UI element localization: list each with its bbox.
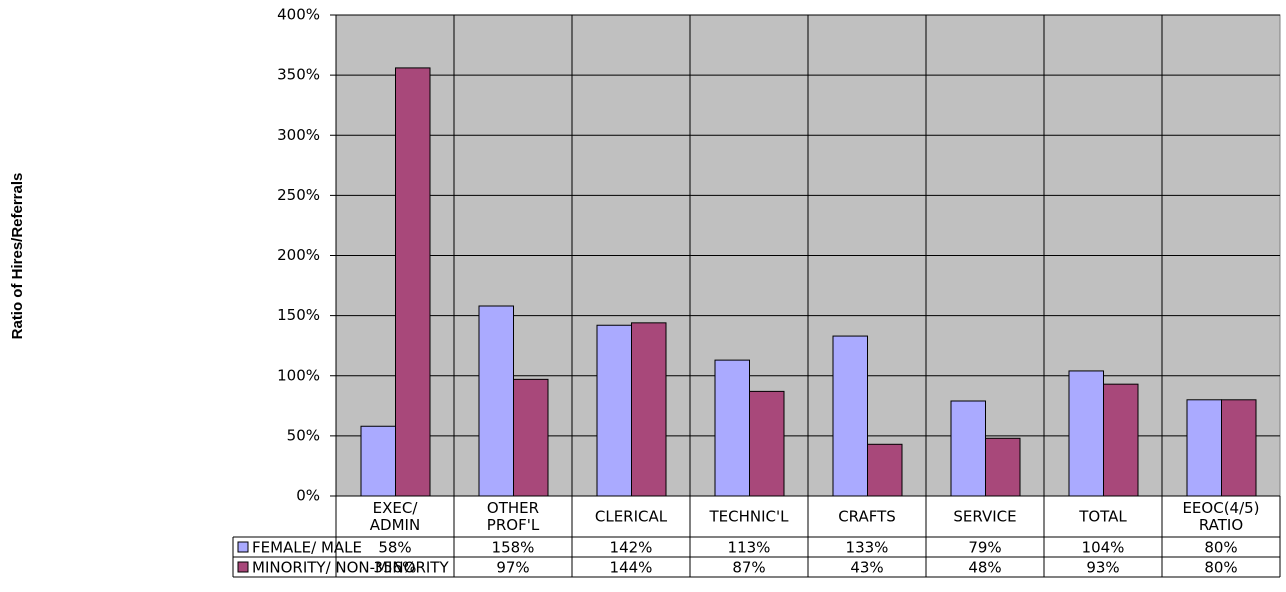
data-label: 144% [610, 559, 653, 577]
data-label: 104% [1082, 539, 1125, 557]
data-label: 158% [492, 539, 535, 557]
category-label: TECHNIC'L [709, 507, 790, 525]
bar [985, 437, 1021, 497]
legend-swatch [237, 541, 249, 553]
bar [478, 305, 514, 497]
data-label: 97% [496, 559, 529, 577]
data-label: 133% [846, 539, 889, 557]
bar [1221, 399, 1257, 497]
data-label: 113% [728, 539, 771, 557]
bar [360, 425, 396, 497]
category-label: CLERICAL [595, 507, 668, 525]
legend-label: FEMALE/ MALE [252, 539, 362, 557]
y-tick-label: 300% [277, 126, 320, 144]
bar [513, 378, 549, 497]
bar [950, 400, 986, 497]
data-label: 142% [610, 539, 653, 557]
category-label: TOTAL [1078, 507, 1127, 525]
category-label: OTHER PROF'L [487, 499, 540, 534]
category-label: EEOC(4/5) RATIO [1182, 499, 1259, 534]
bar [1103, 383, 1139, 497]
y-tick-label: 200% [277, 246, 320, 264]
data-label: 48% [968, 559, 1001, 577]
bar [749, 390, 785, 497]
data-label: 80% [1204, 559, 1237, 577]
data-label: 58% [378, 539, 411, 557]
y-tick-label: 50% [287, 426, 320, 444]
bar [1068, 370, 1104, 497]
bar [631, 322, 667, 497]
category-label: EXEC/ADMIN [370, 499, 420, 534]
data-label: 79% [968, 539, 1001, 557]
bar [832, 335, 868, 497]
bar [714, 359, 750, 497]
data-label: 80% [1204, 539, 1237, 557]
y-tick-label: 250% [277, 186, 320, 204]
y-tick-label: 150% [277, 306, 320, 324]
legend-label: MINORITY/ NON-MINORITY [252, 559, 449, 577]
y-tick-label: 0% [296, 487, 320, 505]
y-tick-label: 100% [277, 366, 320, 384]
category-label: SERVICE [953, 507, 1016, 525]
data-label: 43% [850, 559, 883, 577]
y-tick-label: 400% [277, 6, 320, 24]
data-label: 87% [732, 559, 765, 577]
category-label: CRAFTS [838, 507, 896, 525]
y-tick-label: 350% [277, 66, 320, 84]
legend-swatch [237, 561, 249, 573]
data-label: 356% [374, 559, 417, 577]
bar [867, 443, 903, 497]
bar [395, 67, 431, 497]
bar [1186, 399, 1222, 497]
y-axis-label: Ratio of Hires/Referrals [9, 173, 26, 340]
bar [596, 324, 632, 497]
data-label: 93% [1086, 559, 1119, 577]
